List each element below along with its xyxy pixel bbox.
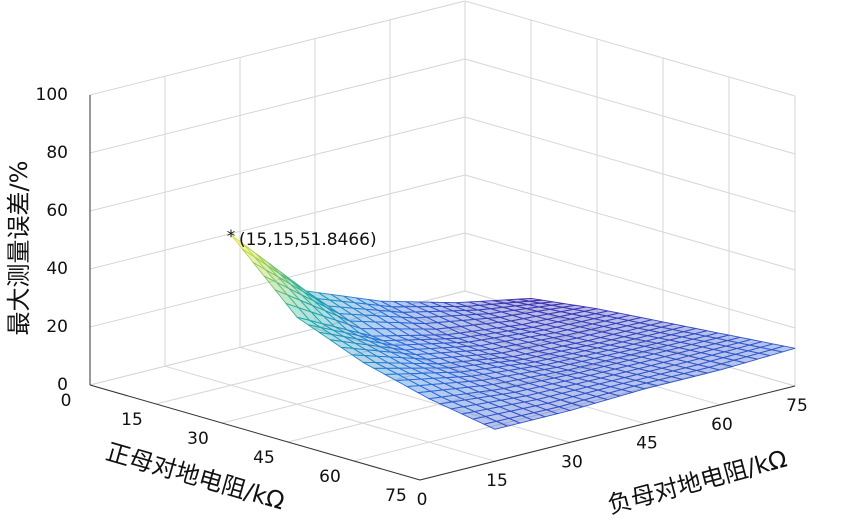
z-tick-label: 40 bbox=[46, 259, 68, 279]
y-axis-label: 负母对地电阻/kΩ bbox=[605, 445, 790, 520]
z-tick-label: 80 bbox=[46, 143, 68, 163]
y-tick-label: 15 bbox=[486, 471, 508, 491]
surface bbox=[230, 234, 796, 430]
annotation-marker: * bbox=[227, 227, 236, 247]
surface-patch bbox=[230, 234, 373, 337]
surface-patch bbox=[362, 361, 505, 400]
grid-line bbox=[314, 328, 646, 425]
surface-patch bbox=[521, 308, 664, 342]
x-tick-label: 60 bbox=[319, 467, 341, 487]
grid-line bbox=[89, 232, 466, 328]
surface-patch bbox=[380, 300, 523, 336]
z-tick-label: 20 bbox=[46, 317, 68, 337]
annotation: (15,15,51.8466) bbox=[239, 230, 377, 250]
grid-line bbox=[164, 365, 496, 462]
y-tick-label: 60 bbox=[711, 415, 733, 435]
grid-line bbox=[464, 58, 796, 155]
axis-line bbox=[89, 384, 421, 481]
z-axis-label: 最大测量误差/% bbox=[5, 161, 33, 336]
z-tick-label: 60 bbox=[46, 201, 68, 221]
z-tick-label: 0 bbox=[57, 375, 68, 395]
x-tick-label: 15 bbox=[121, 410, 143, 430]
grid-line bbox=[353, 366, 730, 462]
surface-patch bbox=[371, 334, 514, 365]
x-tick-label: 75 bbox=[385, 486, 407, 506]
grid-line bbox=[89, 0, 466, 96]
y-tick-label: 45 bbox=[636, 434, 658, 454]
surface-patch bbox=[296, 316, 439, 365]
x-tick-label: 45 bbox=[253, 448, 275, 468]
grid-line bbox=[89, 174, 466, 270]
grid-line bbox=[464, 116, 796, 213]
grid-line bbox=[89, 58, 466, 154]
grid-line bbox=[464, 232, 796, 329]
axis-line bbox=[419, 385, 796, 481]
y-tick-label: 30 bbox=[561, 452, 583, 472]
grid-line bbox=[464, 0, 796, 97]
grid-line bbox=[89, 116, 466, 212]
grid-line bbox=[221, 328, 598, 424]
grid-line bbox=[239, 346, 571, 443]
axes-box bbox=[89, 0, 796, 481]
z-tick-label: 100 bbox=[36, 85, 68, 105]
surface-patch bbox=[437, 356, 580, 390]
y-tick-label: 0 bbox=[417, 490, 428, 510]
x-tick-label: 30 bbox=[187, 429, 209, 449]
surface-patch bbox=[427, 388, 572, 430]
x-tick-label: 0 bbox=[61, 391, 72, 411]
mesh-cell bbox=[482, 420, 509, 430]
surface-patch bbox=[512, 340, 655, 374]
grid-line bbox=[464, 174, 796, 271]
surface-patch bbox=[305, 290, 448, 337]
y-tick-label: 75 bbox=[786, 396, 808, 416]
grid-line bbox=[287, 347, 664, 443]
